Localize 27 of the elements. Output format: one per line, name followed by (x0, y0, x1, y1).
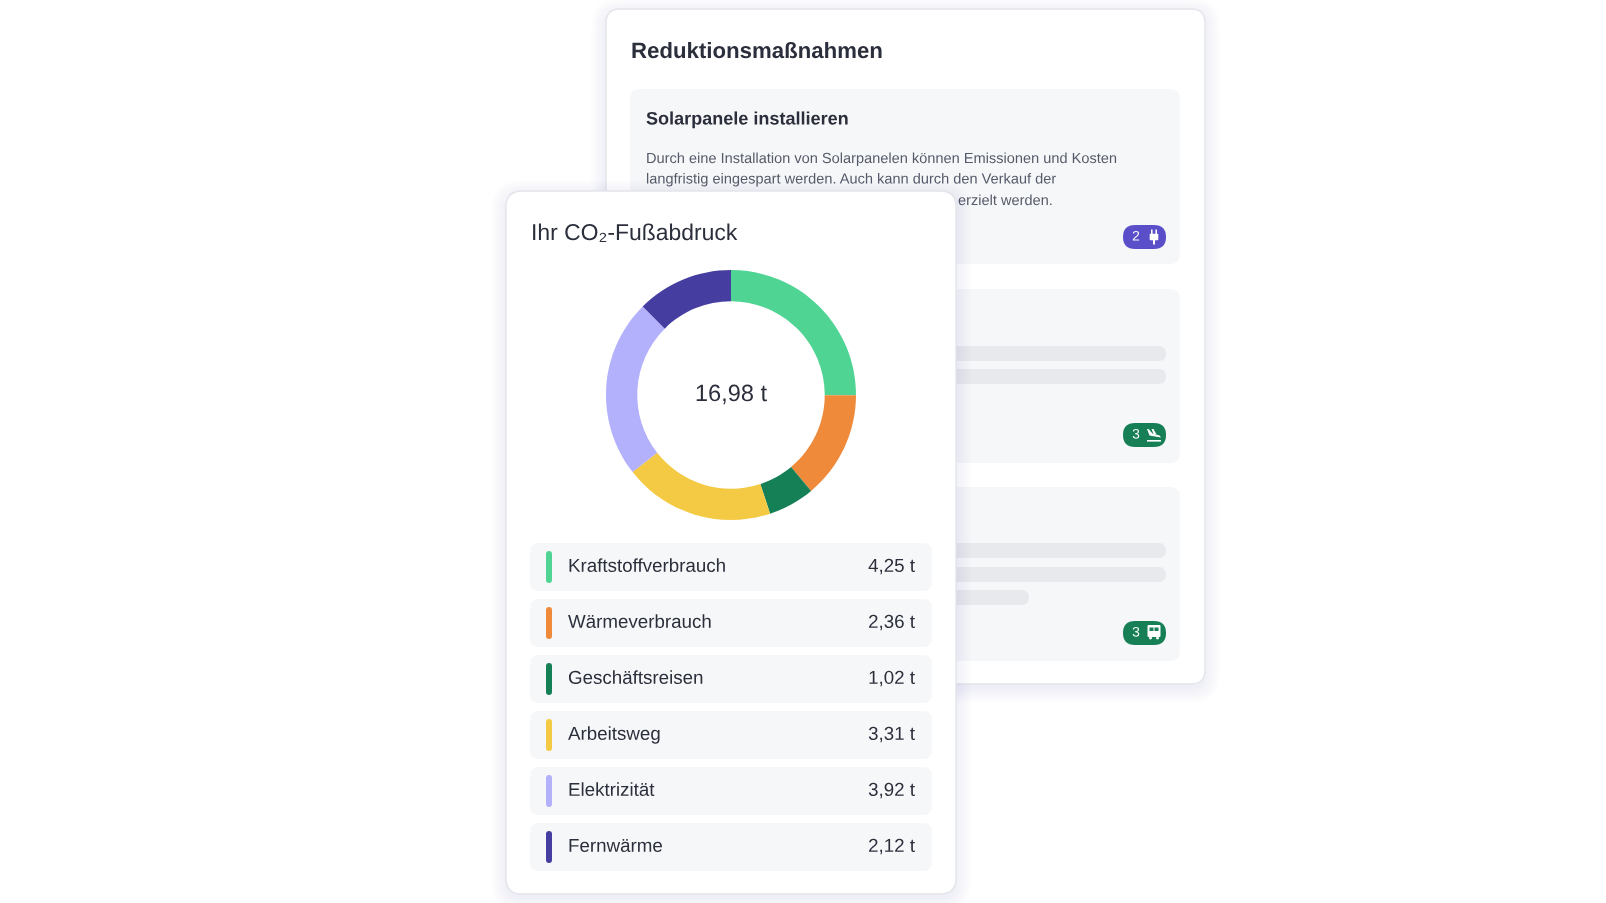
legend-label: Arbeitsweg (568, 726, 660, 744)
data-label: 1,02 t (869, 670, 915, 687)
text: Solarpanele installieren (646, 111, 848, 129)
text: Reduktionsmaßnahmen (632, 41, 882, 59)
text: erzielt werden. (958, 194, 1052, 206)
donut-slice (791, 395, 856, 491)
text: Durch eine Installation von Solarpanelen können Emissionen und Kosten (647, 152, 1117, 167)
data-label: 2,36 t (869, 614, 915, 631)
legend-label: Geschäftsreisen (568, 670, 703, 685)
data-label: 2,12 t (869, 838, 915, 855)
text: langfristig eingespart werden. Auch kann durch den Verkauf der (646, 172, 1056, 187)
donut-slice (642, 270, 731, 329)
text: 3 (1132, 626, 1140, 637)
text: 16,98 t (696, 384, 767, 405)
text: 2 (1132, 230, 1140, 241)
legend-label: Wärmeverbrauch (568, 614, 711, 629)
legend-label: Elektrizität (569, 782, 655, 797)
donut-slice (760, 466, 812, 514)
data-label: 4,25 t (868, 558, 915, 575)
legend-label: Fernwärme (569, 838, 662, 853)
text: 3 (1132, 428, 1140, 439)
data-label: 3,92 t (868, 782, 915, 799)
donut-slice (632, 452, 771, 520)
chart-title: Ihr CO₂-Fußabdruck (533, 223, 738, 242)
data-label: 3,31 t (868, 726, 915, 743)
donut-slice (606, 306, 665, 473)
legend-label: Kraftstoffverbrauch (569, 558, 725, 573)
